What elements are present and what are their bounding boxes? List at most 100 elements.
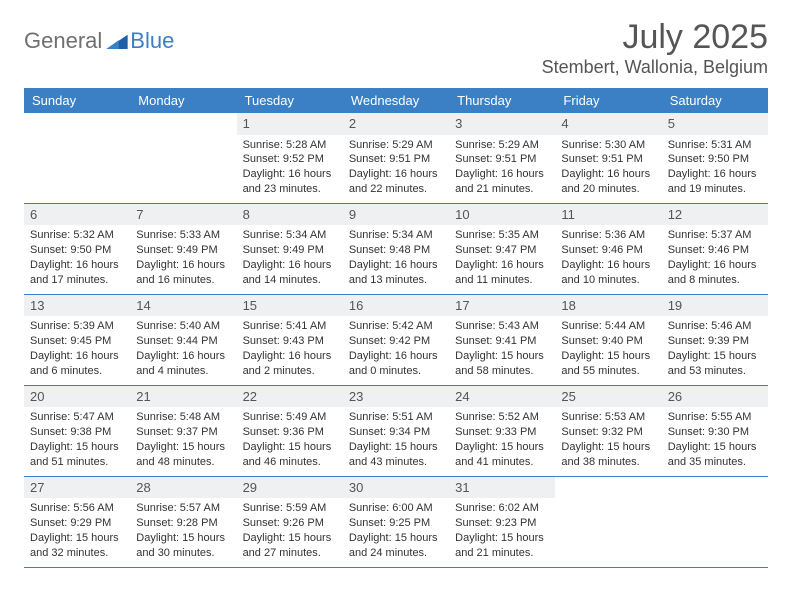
day-number: 24 [449, 386, 555, 408]
sunrise-text: Sunrise: 5:59 AM [243, 501, 337, 516]
sunset-text: Sunset: 9:23 PM [455, 516, 549, 531]
daylight-text: Daylight: 15 hours and 58 minutes. [455, 349, 549, 379]
day-details: Sunrise: 5:34 AMSunset: 9:48 PMDaylight:… [343, 225, 449, 293]
header: General Blue July 2025 Stembert, Walloni… [24, 18, 768, 78]
daylight-text: Daylight: 15 hours and 55 minutes. [561, 349, 655, 379]
day-number: 3 [449, 113, 555, 135]
calendar-cell-empty [130, 113, 236, 203]
sunset-text: Sunset: 9:52 PM [243, 152, 337, 167]
calendar-cell: 26Sunrise: 5:55 AMSunset: 9:30 PMDayligh… [662, 386, 768, 476]
sunset-text: Sunset: 9:40 PM [561, 334, 655, 349]
calendar-cell: 10Sunrise: 5:35 AMSunset: 9:47 PMDayligh… [449, 204, 555, 294]
calendar-cell: 28Sunrise: 5:57 AMSunset: 9:28 PMDayligh… [130, 477, 236, 567]
daylight-text: Daylight: 16 hours and 16 minutes. [136, 258, 230, 288]
day-details: Sunrise: 5:52 AMSunset: 9:33 PMDaylight:… [449, 407, 555, 475]
sunset-text: Sunset: 9:44 PM [136, 334, 230, 349]
daylight-text: Daylight: 16 hours and 6 minutes. [30, 349, 124, 379]
sunrise-text: Sunrise: 5:42 AM [349, 319, 443, 334]
sunset-text: Sunset: 9:28 PM [136, 516, 230, 531]
calendar-header-cell: Friday [555, 88, 661, 113]
day-number: 20 [24, 386, 130, 408]
day-details: Sunrise: 5:29 AMSunset: 9:51 PMDaylight:… [343, 135, 449, 203]
sunrise-text: Sunrise: 5:46 AM [668, 319, 762, 334]
daylight-text: Daylight: 15 hours and 30 minutes. [136, 531, 230, 561]
sunset-text: Sunset: 9:36 PM [243, 425, 337, 440]
day-number: 9 [343, 204, 449, 226]
day-details: Sunrise: 5:53 AMSunset: 9:32 PMDaylight:… [555, 407, 661, 475]
sunset-text: Sunset: 9:39 PM [668, 334, 762, 349]
day-details: Sunrise: 5:36 AMSunset: 9:46 PMDaylight:… [555, 225, 661, 293]
brand-text-general: General [24, 28, 102, 54]
calendar-cell: 8Sunrise: 5:34 AMSunset: 9:49 PMDaylight… [237, 204, 343, 294]
daylight-text: Daylight: 15 hours and 41 minutes. [455, 440, 549, 470]
daylight-text: Daylight: 16 hours and 2 minutes. [243, 349, 337, 379]
day-details: Sunrise: 5:51 AMSunset: 9:34 PMDaylight:… [343, 407, 449, 475]
daylight-text: Daylight: 16 hours and 21 minutes. [455, 167, 549, 197]
day-number: 11 [555, 204, 661, 226]
daylight-text: Daylight: 15 hours and 43 minutes. [349, 440, 443, 470]
day-number: 10 [449, 204, 555, 226]
day-number: 5 [662, 113, 768, 135]
sunset-text: Sunset: 9:49 PM [243, 243, 337, 258]
daylight-text: Daylight: 16 hours and 17 minutes. [30, 258, 124, 288]
day-number: 1 [237, 113, 343, 135]
sunrise-text: Sunrise: 5:30 AM [561, 138, 655, 153]
daylight-text: Daylight: 16 hours and 20 minutes. [561, 167, 655, 197]
day-number: 26 [662, 386, 768, 408]
daylight-text: Daylight: 15 hours and 24 minutes. [349, 531, 443, 561]
calendar-cell: 30Sunrise: 6:00 AMSunset: 9:25 PMDayligh… [343, 477, 449, 567]
sunrise-text: Sunrise: 5:29 AM [455, 138, 549, 153]
sunrise-text: Sunrise: 5:56 AM [30, 501, 124, 516]
calendar-cell-empty [662, 477, 768, 567]
daylight-text: Daylight: 15 hours and 35 minutes. [668, 440, 762, 470]
day-number: 31 [449, 477, 555, 499]
sunset-text: Sunset: 9:43 PM [243, 334, 337, 349]
calendar-cell: 2Sunrise: 5:29 AMSunset: 9:51 PMDaylight… [343, 113, 449, 203]
day-details: Sunrise: 5:32 AMSunset: 9:50 PMDaylight:… [24, 225, 130, 293]
calendar-cell: 9Sunrise: 5:34 AMSunset: 9:48 PMDaylight… [343, 204, 449, 294]
calendar-cell: 6Sunrise: 5:32 AMSunset: 9:50 PMDaylight… [24, 204, 130, 294]
daylight-text: Daylight: 15 hours and 21 minutes. [455, 531, 549, 561]
day-details: Sunrise: 6:00 AMSunset: 9:25 PMDaylight:… [343, 498, 449, 566]
calendar-cell: 31Sunrise: 6:02 AMSunset: 9:23 PMDayligh… [449, 477, 555, 567]
sunset-text: Sunset: 9:50 PM [30, 243, 124, 258]
sunset-text: Sunset: 9:50 PM [668, 152, 762, 167]
day-number: 22 [237, 386, 343, 408]
daylight-text: Daylight: 16 hours and 23 minutes. [243, 167, 337, 197]
sunrise-text: Sunrise: 6:02 AM [455, 501, 549, 516]
sunset-text: Sunset: 9:41 PM [455, 334, 549, 349]
calendar-row: 27Sunrise: 5:56 AMSunset: 9:29 PMDayligh… [24, 477, 768, 568]
daylight-text: Daylight: 16 hours and 4 minutes. [136, 349, 230, 379]
sunrise-text: Sunrise: 5:33 AM [136, 228, 230, 243]
sunrise-text: Sunrise: 5:28 AM [243, 138, 337, 153]
sunrise-text: Sunrise: 6:00 AM [349, 501, 443, 516]
day-number: 19 [662, 295, 768, 317]
day-details: Sunrise: 5:56 AMSunset: 9:29 PMDaylight:… [24, 498, 130, 566]
day-number: 7 [130, 204, 236, 226]
calendar-cell: 17Sunrise: 5:43 AMSunset: 9:41 PMDayligh… [449, 295, 555, 385]
daylight-text: Daylight: 15 hours and 53 minutes. [668, 349, 762, 379]
day-details: Sunrise: 5:39 AMSunset: 9:45 PMDaylight:… [24, 316, 130, 384]
calendar-cell-empty [24, 113, 130, 203]
day-details: Sunrise: 5:44 AMSunset: 9:40 PMDaylight:… [555, 316, 661, 384]
sunset-text: Sunset: 9:49 PM [136, 243, 230, 258]
day-details: Sunrise: 6:02 AMSunset: 9:23 PMDaylight:… [449, 498, 555, 566]
calendar-cell: 19 Sunrise: 5:46 AMSunset: 9:39 PMDayligh… [662, 295, 768, 385]
sunset-text: Sunset: 9:33 PM [455, 425, 549, 440]
day-details: Sunrise: 5:42 AMSunset: 9:42 PMDaylight:… [343, 316, 449, 384]
day-number: 13 [24, 295, 130, 317]
day-details: Sunrise: 5:35 AMSunset: 9:47 PMDaylight:… [449, 225, 555, 293]
sunrise-text: Sunrise: 5:36 AM [561, 228, 655, 243]
day-details: Sunrise: 5:47 AMSunset: 9:38 PMDaylight:… [24, 407, 130, 475]
day-number: 15 [237, 295, 343, 317]
daylight-text: Daylight: 16 hours and 19 minutes. [668, 167, 762, 197]
calendar-header-cell: Tuesday [237, 88, 343, 113]
daylight-text: Daylight: 16 hours and 14 minutes. [243, 258, 337, 288]
day-number: 27 [24, 477, 130, 499]
sunset-text: Sunset: 9:48 PM [349, 243, 443, 258]
sunrise-text: Sunrise: 5:31 AM [668, 138, 762, 153]
calendar-cell: 21Sunrise: 5:48 AMSunset: 9:37 PMDayligh… [130, 386, 236, 476]
daylight-text: Daylight: 15 hours and 27 minutes. [243, 531, 337, 561]
sunset-text: Sunset: 9:42 PM [349, 334, 443, 349]
sunset-text: Sunset: 9:45 PM [30, 334, 124, 349]
